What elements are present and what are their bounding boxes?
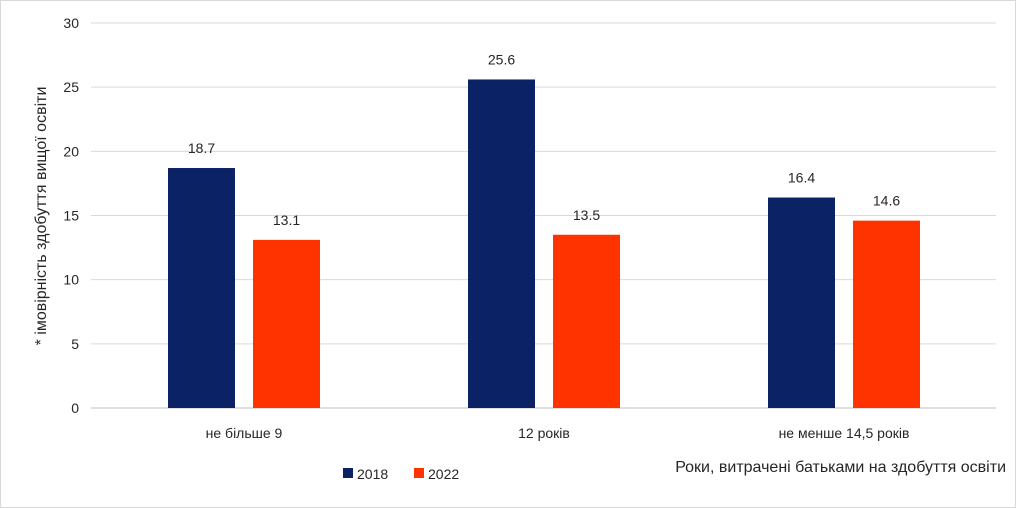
y-tick-label: 30 bbox=[63, 15, 79, 31]
bar-2018-1 bbox=[468, 79, 535, 408]
data-label: 13.5 bbox=[573, 207, 600, 223]
y-tick-label: 25 bbox=[63, 79, 79, 95]
bars bbox=[168, 79, 920, 408]
legend-label: 2022 bbox=[428, 466, 459, 482]
bar-2018-0 bbox=[168, 168, 235, 408]
data-label: 16.4 bbox=[788, 170, 815, 186]
y-tick-label: 10 bbox=[63, 272, 79, 288]
bar-2018-2 bbox=[768, 197, 835, 408]
legend-swatch bbox=[414, 468, 424, 478]
legend: 2018 2022 bbox=[343, 466, 459, 482]
category-label: не менше 14,5 років bbox=[779, 425, 910, 441]
y-tick-label: 15 bbox=[63, 208, 79, 224]
data-label: 14.6 bbox=[873, 193, 900, 209]
category-label: не більше 9 bbox=[206, 425, 283, 441]
data-labels: 18.7 25.6 16.4 13.1 13.5 14.6 bbox=[188, 51, 900, 227]
y-tick-label: 0 bbox=[71, 400, 79, 416]
data-label: 18.7 bbox=[188, 140, 215, 156]
x-axis-title: Роки, витрачені батьками на здобуття осв… bbox=[675, 459, 1006, 476]
data-label: 25.6 bbox=[488, 51, 515, 67]
y-tick-label: 20 bbox=[63, 143, 79, 159]
y-tick-label: 5 bbox=[71, 336, 79, 352]
gridlines bbox=[91, 22, 996, 409]
y-axis-title: * імовірність здобуття вищої освіти bbox=[33, 87, 50, 346]
x-axis-categories: не більше 9 12 років не менше 14,5 років bbox=[206, 425, 910, 441]
bar-2022-0 bbox=[253, 239, 320, 408]
y-axis-ticks: 0 5 10 15 20 25 30 bbox=[63, 15, 79, 416]
legend-label: 2018 bbox=[357, 466, 388, 482]
legend-swatch bbox=[343, 468, 353, 478]
bar-2022-2 bbox=[853, 220, 920, 408]
category-label: 12 років bbox=[518, 425, 570, 441]
bar-2022-1 bbox=[553, 234, 620, 408]
data-label: 13.1 bbox=[273, 212, 300, 228]
